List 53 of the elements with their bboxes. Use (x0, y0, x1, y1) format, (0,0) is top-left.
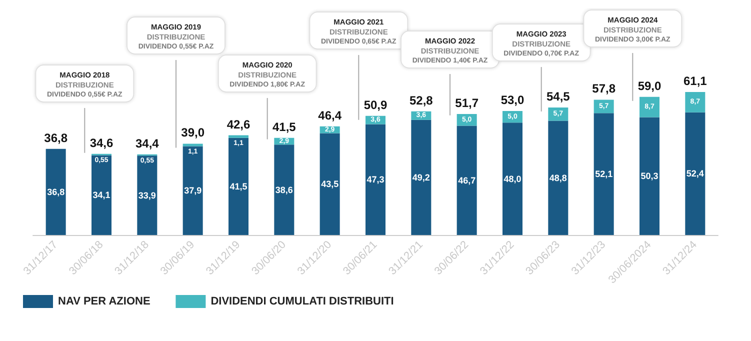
total-label: 50,9 (364, 98, 388, 112)
data-label: 34,1 (92, 190, 110, 200)
data-label: 46,7 (458, 175, 476, 186)
data-label: 43,5 (321, 179, 339, 190)
bar (46, 148, 66, 235)
data-label: 37,9 (184, 186, 202, 196)
data-label: 52,4 (686, 168, 704, 179)
bar (228, 135, 248, 138)
total-label: 54,5 (546, 89, 570, 104)
total-label: 59,0 (638, 78, 662, 93)
total-label: 61,1 (683, 74, 708, 88)
bar (182, 146, 203, 235)
data-label: 38,6 (275, 184, 293, 195)
bar (685, 112, 706, 235)
data-label: 47,3 (366, 174, 384, 185)
total-label: 53,0 (500, 92, 524, 107)
bar (411, 120, 432, 235)
data-label: 50,3 (640, 171, 658, 182)
total-label: 39,0 (181, 126, 205, 140)
bar (640, 117, 660, 235)
bar (274, 144, 294, 235)
bar (594, 100, 614, 114)
total-label: 46,4 (318, 108, 342, 122)
data-label: 52,1 (595, 169, 613, 180)
legend-label: DIVIDENDI CUMULATI DISTRIBUITI (210, 296, 394, 308)
data-label: 49,2 (412, 172, 430, 182)
bar (685, 92, 706, 112)
bar (137, 156, 158, 235)
bar (366, 124, 386, 235)
bar (92, 155, 112, 235)
total-label: 52,8 (409, 93, 434, 108)
data-label: 33,9 (138, 190, 156, 200)
total-label: 36,8 (44, 130, 68, 145)
bar (594, 113, 614, 235)
bar (502, 122, 522, 235)
bar (228, 138, 248, 235)
total-label: 51,7 (455, 96, 479, 110)
total-label: 34,4 (135, 136, 160, 150)
total-label: 41,5 (272, 120, 296, 134)
bar (320, 133, 340, 235)
bar (456, 126, 477, 235)
total-label: 34,6 (90, 136, 114, 150)
bar (640, 96, 660, 118)
data-label: 48,8 (549, 172, 567, 183)
total-label: 42,6 (226, 117, 250, 132)
total-label: 57,8 (592, 82, 616, 96)
bar (548, 120, 568, 235)
bar (548, 107, 568, 121)
data-label: 41,5 (230, 181, 248, 192)
data-label: 48,0 (504, 174, 522, 184)
data-label: 36,8 (47, 186, 65, 197)
legend-label: NAV PER AZIONE (58, 296, 150, 308)
bar (182, 144, 203, 146)
